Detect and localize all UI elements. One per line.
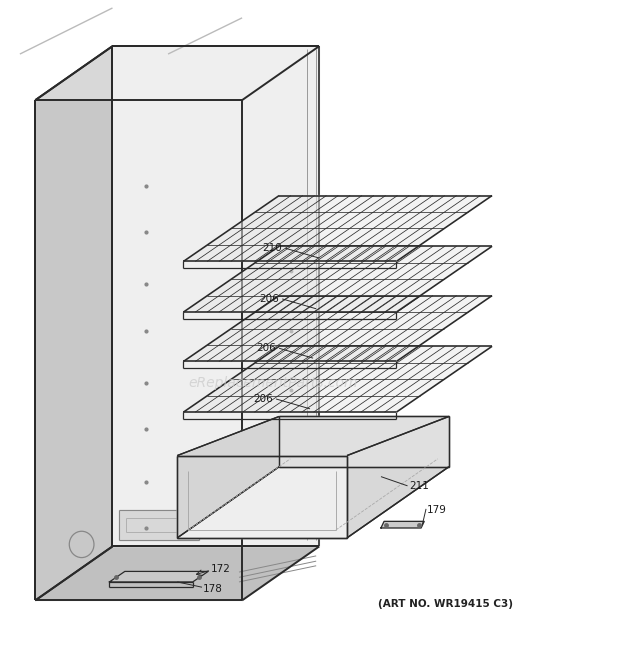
- Polygon shape: [177, 455, 347, 538]
- Polygon shape: [35, 547, 319, 600]
- Polygon shape: [177, 467, 449, 538]
- Polygon shape: [112, 46, 319, 547]
- Text: 210: 210: [262, 243, 282, 253]
- Polygon shape: [184, 346, 492, 412]
- Polygon shape: [381, 522, 424, 528]
- Polygon shape: [347, 416, 449, 538]
- Text: eReplacementParts.com: eReplacementParts.com: [188, 376, 358, 390]
- Text: 206: 206: [253, 394, 273, 404]
- Polygon shape: [184, 295, 492, 362]
- Polygon shape: [279, 416, 449, 467]
- Polygon shape: [118, 510, 199, 540]
- Text: 178: 178: [203, 584, 223, 594]
- Polygon shape: [35, 46, 112, 600]
- Text: 206: 206: [256, 343, 276, 353]
- Text: 172: 172: [211, 564, 231, 574]
- Text: (ART NO. WR19415 C3): (ART NO. WR19415 C3): [378, 599, 513, 609]
- Polygon shape: [109, 571, 208, 582]
- Polygon shape: [184, 247, 492, 312]
- Text: 211: 211: [409, 481, 428, 492]
- Text: 206: 206: [259, 294, 279, 304]
- Text: 179: 179: [427, 504, 447, 514]
- Polygon shape: [35, 46, 319, 100]
- Polygon shape: [184, 196, 492, 261]
- Polygon shape: [177, 416, 279, 538]
